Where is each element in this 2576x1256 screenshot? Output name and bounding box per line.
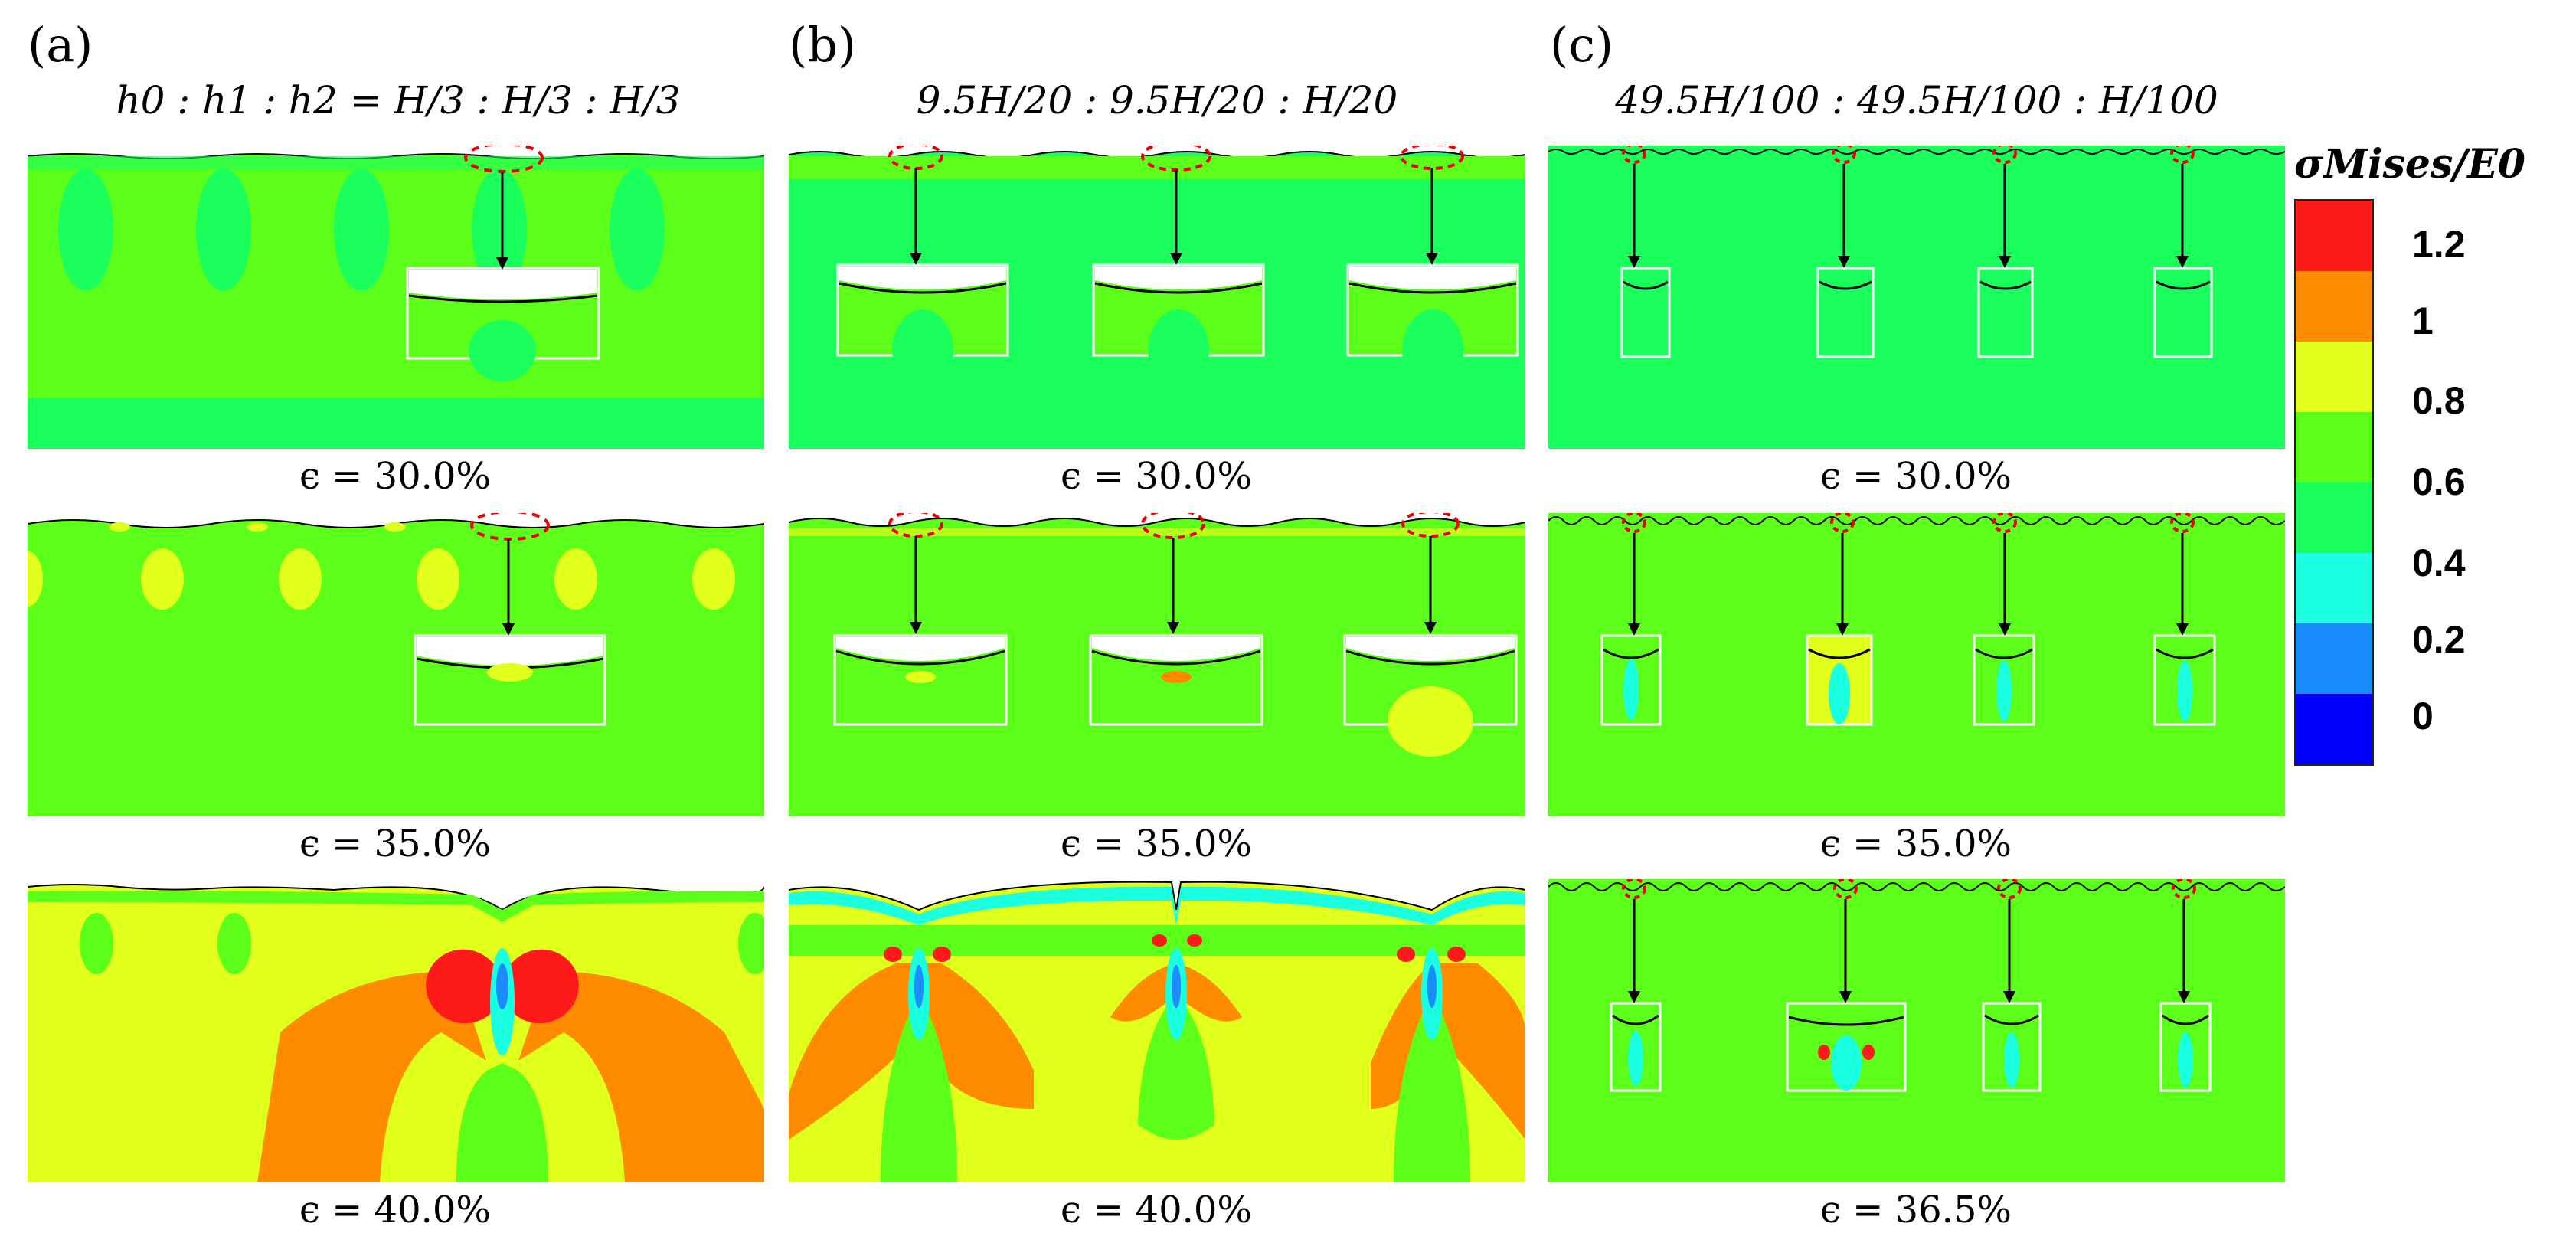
colorbar-tick-1: 1: [2412, 299, 2434, 342]
colorbar-swatch-6: [2296, 623, 2372, 694]
strain-label-b-2: ϵ = 35.0%: [1060, 823, 1253, 865]
strain-label-a-3: ϵ = 40.0%: [299, 1189, 492, 1231]
strain-label-b-3: ϵ = 40.0%: [1060, 1189, 1253, 1231]
strain-label-c-1: ϵ = 30.0%: [1819, 455, 2012, 498]
strain-label-c-2: ϵ = 35.0%: [1819, 823, 2012, 865]
strain-label-c-3: ϵ = 36.5%: [1819, 1189, 2012, 1231]
panel-label-b: (b): [789, 17, 857, 73]
contour-panel-c-30: [1548, 146, 2285, 449]
ratio-title-a: h0 : h1 : h2 = H/3 : H/3 : H/3: [116, 78, 681, 123]
colorbar-tick-0-2: 0.2: [2412, 618, 2466, 661]
colorbar-swatch-2: [2296, 342, 2372, 412]
colorbar-swatch-7: [2296, 694, 2372, 764]
panel-label-c: (c): [1550, 17, 1614, 73]
colorbar-swatch-1: [2296, 271, 2372, 342]
strain-label-b-1: ϵ = 30.0%: [1060, 455, 1253, 498]
colorbar-title: σMises/E0: [2294, 141, 2526, 188]
colorbar-tick-1-2: 1.2: [2412, 223, 2466, 266]
colorbar-tick-0-8: 0.8: [2412, 379, 2466, 422]
contour-panel-a-35: [28, 513, 764, 816]
ratio-title-b: 9.5H/20 : 9.5H/20 : H/20: [916, 78, 1398, 123]
contour-panel-c-365: [1548, 879, 2285, 1182]
strain-label-a-1: ϵ = 30.0%: [299, 455, 492, 498]
ratio-title-c: 49.5H/100 : 49.5H/100 : H/100: [1615, 78, 2218, 123]
colorbar-swatch-3: [2296, 412, 2372, 482]
contour-panel-a-40: [28, 879, 764, 1182]
contour-panel-a-30: [28, 146, 764, 449]
contour-panel-b-35: [789, 513, 1525, 816]
colorbar-tick-0-4: 0.4: [2412, 541, 2466, 584]
strain-label-a-2: ϵ = 35.0%: [299, 823, 492, 865]
colorbar-tick-0-6: 0.6: [2412, 460, 2466, 503]
colorbar-frame: [2294, 199, 2374, 766]
colorbar-swatch-4: [2296, 482, 2372, 553]
contour-panel-c-35: [1548, 513, 2285, 816]
colorbar-tick-0: 0: [2412, 695, 2434, 738]
colorbar-swatch-0: [2296, 201, 2372, 271]
panel-label-a: (a): [28, 17, 93, 73]
contour-panel-b-40: [789, 879, 1525, 1182]
colorbar-swatch-5: [2296, 553, 2372, 623]
contour-panel-b-30: [789, 146, 1525, 449]
